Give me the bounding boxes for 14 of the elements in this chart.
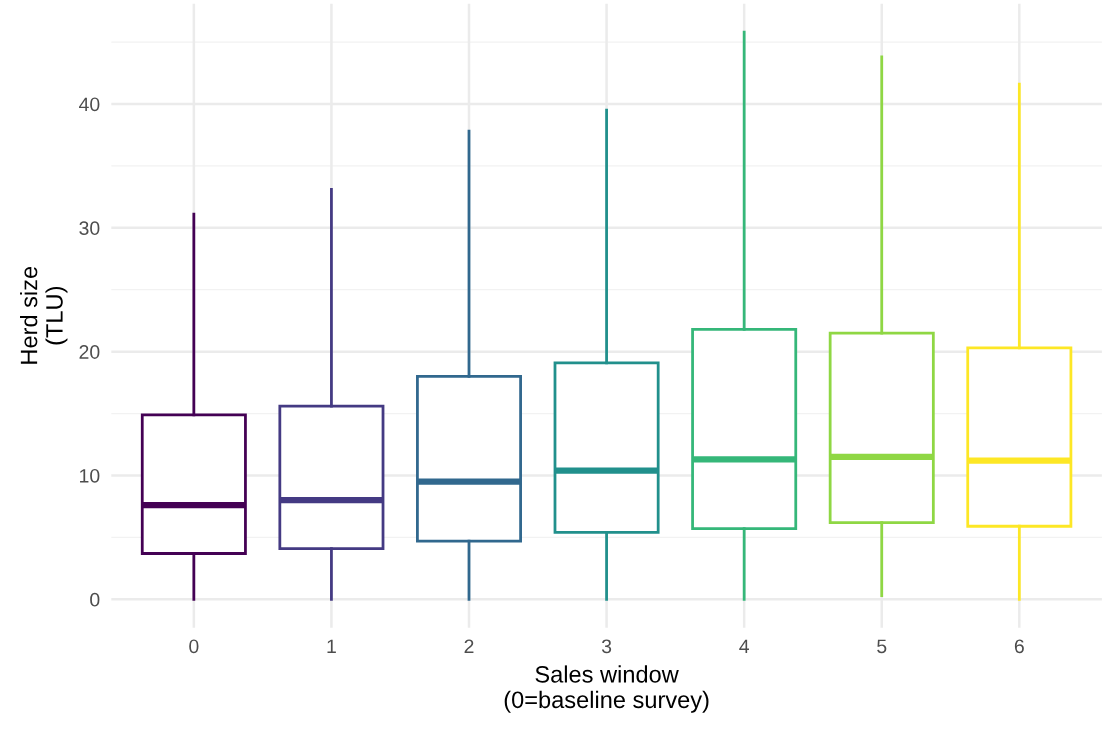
x-tick-label: 1 xyxy=(327,639,336,653)
x-tick-label: 3 xyxy=(601,639,612,654)
y-tick-label: 0 xyxy=(90,592,100,607)
x-tick-label: 0 xyxy=(189,639,199,654)
y-axis-title: Herd size (TLU) xyxy=(20,266,68,364)
x-tick-label: 4 xyxy=(739,639,749,653)
y-tick-label: 10 xyxy=(80,468,100,483)
y-tick-label: 20 xyxy=(79,345,100,359)
x-tick-label: 5 xyxy=(877,639,887,654)
x-axis-title: Sales window (0=baseline survey) xyxy=(504,665,709,713)
x-tick-label: 2 xyxy=(464,639,474,653)
y-tick-label: 30 xyxy=(79,221,100,236)
x-tick-label: 6 xyxy=(1014,639,1024,654)
y-tick-label: 40 xyxy=(79,97,100,112)
